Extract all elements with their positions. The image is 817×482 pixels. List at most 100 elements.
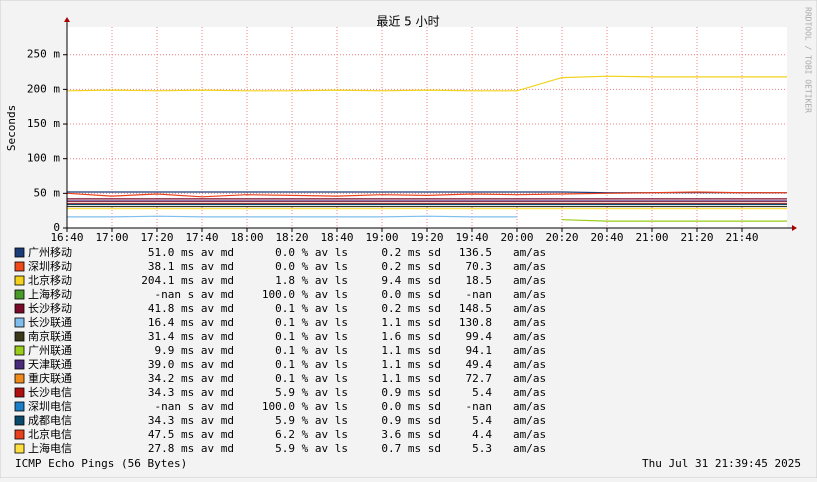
legend-sd: 1.1 ms sd (381, 344, 441, 357)
x-tick-label: 20:20 (545, 231, 578, 244)
legend-median: 204.1 ms av md (141, 274, 234, 287)
legend-name: 上海电信 (28, 441, 72, 455)
y-tick-label: 250 m (27, 48, 60, 61)
y-tick-label: 50 m (34, 186, 61, 199)
x-arrow (792, 225, 797, 231)
legend-ratio: 136.5 (459, 246, 492, 259)
legend-name: 广州联通 (28, 344, 72, 357)
legend-ratio-unit: am/as (513, 274, 546, 287)
legend-sd: 1.1 ms sd (381, 358, 441, 371)
legend-loss: 100.0 % av ls (262, 288, 348, 301)
legend-sd: 0.9 ms sd (381, 414, 441, 427)
legend-loss: 0.1 % av ls (275, 330, 348, 343)
lines (66, 75, 787, 222)
legend-swatch (14, 415, 25, 426)
legend-ratio-unit: am/as (513, 288, 546, 301)
legend-sd: 9.4 ms sd (381, 274, 441, 287)
x-tick-label: 20:00 (500, 231, 533, 244)
legend-median: 34.3 ms av md (148, 414, 234, 427)
x-tick-label: 18:40 (320, 231, 353, 244)
legend-name: 北京移动 (28, 273, 72, 287)
legend: 广州移动 51.0 ms av md 0.0 % av ls 0.2 ms sd 136… (14, 246, 546, 455)
legend-ratio-unit: am/as (513, 302, 546, 315)
legend-loss: 0.0 % av ls (275, 246, 348, 259)
legend-loss: 0.1 % av ls (275, 344, 348, 357)
legend-name: 广州移动 (28, 246, 72, 259)
legend-ratio: 99.4 (466, 330, 493, 343)
x-tick-label: 19:40 (455, 231, 488, 244)
watermark: RRDTOOL / TOBI OETIKER (804, 7, 813, 113)
legend-ratio-unit: am/as (513, 428, 546, 441)
legend-median: 41.8 ms av md (148, 302, 234, 315)
legend-swatch (14, 359, 25, 370)
legend-name: 上海移动 (28, 287, 72, 301)
legend-loss: 1.8 % av ls (275, 274, 348, 287)
legend-name: 天津联通 (28, 358, 72, 371)
legend-median: 9.9 ms av md (155, 344, 234, 357)
legend-swatch (14, 387, 25, 398)
legend-loss: 0.1 % av ls (275, 358, 348, 371)
x-tick-label: 19:20 (410, 231, 443, 244)
legend-ratio: 49.4 (466, 358, 493, 371)
legend-sd: 3.6 ms sd (381, 428, 441, 441)
grid: 0 50 m 100 m 150 m 200 m 250 m 16:40 17:00 17:20… (27, 27, 787, 244)
y-tick-label: 100 m (27, 152, 60, 165)
legend-swatch (14, 345, 25, 356)
legend-sd: 1.1 ms sd (381, 316, 441, 329)
series-line (66, 75, 787, 92)
legend-ratio-unit: am/as (513, 372, 546, 385)
x-tick-label: 18:20 (275, 231, 308, 244)
x-tick-label: 21:40 (725, 231, 758, 244)
legend-sd: 0.2 ms sd (381, 302, 441, 315)
legend-swatch (14, 373, 25, 384)
x-tick-label: 21:20 (680, 231, 713, 244)
x-tick-label: 18:00 (230, 231, 263, 244)
legend-sd: 0.9 ms sd (381, 386, 441, 399)
series-line (66, 191, 787, 198)
legend-median: 47.5 ms av md (148, 428, 234, 441)
x-tick-label: 17:00 (95, 231, 128, 244)
legend-median: 16.4 ms av md (148, 316, 234, 329)
legend-swatch (14, 261, 25, 272)
legend-ratio-unit: am/as (513, 414, 546, 427)
series-line (561, 219, 787, 222)
legend-ratio: -nan (466, 288, 493, 301)
legend-sd: 0.0 ms sd (381, 288, 441, 301)
y-axis-label: Seconds (5, 105, 18, 151)
legend-median: 51.0 ms av md (148, 246, 234, 259)
legend-ratio: -nan (466, 400, 493, 413)
legend-name: 深圳电信 (28, 400, 72, 413)
legend-ratio: 5.4 (472, 386, 492, 399)
legend-loss: 5.9 % av ls (275, 442, 348, 455)
legend-median: 27.8 ms av md (148, 442, 234, 455)
y-tick-label: 200 m (27, 82, 60, 95)
legend-loss: 100.0 % av ls (262, 400, 348, 413)
legend-loss: 5.9 % av ls (275, 386, 348, 399)
legend-ratio: 130.8 (459, 316, 492, 329)
legend-swatch (14, 401, 25, 412)
legend-loss: 0.0 % av ls (275, 260, 348, 273)
legend-name: 长沙电信 (28, 386, 72, 399)
legend-loss: 6.2 % av ls (275, 428, 348, 441)
legend-swatch (14, 317, 25, 328)
legend-ratio-unit: am/as (513, 400, 546, 413)
legend-median: 38.1 ms av md (148, 260, 234, 273)
x-tick-label: 21:00 (635, 231, 668, 244)
legend-ratio: 70.3 (466, 260, 493, 273)
legend-median: 39.0 ms av md (148, 358, 234, 371)
y-arrow (64, 17, 70, 22)
legend-ratio-unit: am/as (513, 442, 546, 455)
legend-median: -nan s av md (155, 400, 234, 413)
chart-title: 最近 5 小时 (376, 15, 439, 29)
legend-loss: 0.1 % av ls (275, 316, 348, 329)
legend-ratio: 148.5 (459, 302, 492, 315)
legend-ratio: 5.3 (472, 442, 492, 455)
legend-ratio: 94.1 (466, 344, 493, 357)
legend-swatch (14, 289, 25, 300)
legend-median: -nan s av md (155, 288, 234, 301)
legend-ratio-unit: am/as (513, 246, 546, 259)
legend-swatch (14, 443, 25, 454)
legend-ratio: 18.5 (466, 274, 493, 287)
